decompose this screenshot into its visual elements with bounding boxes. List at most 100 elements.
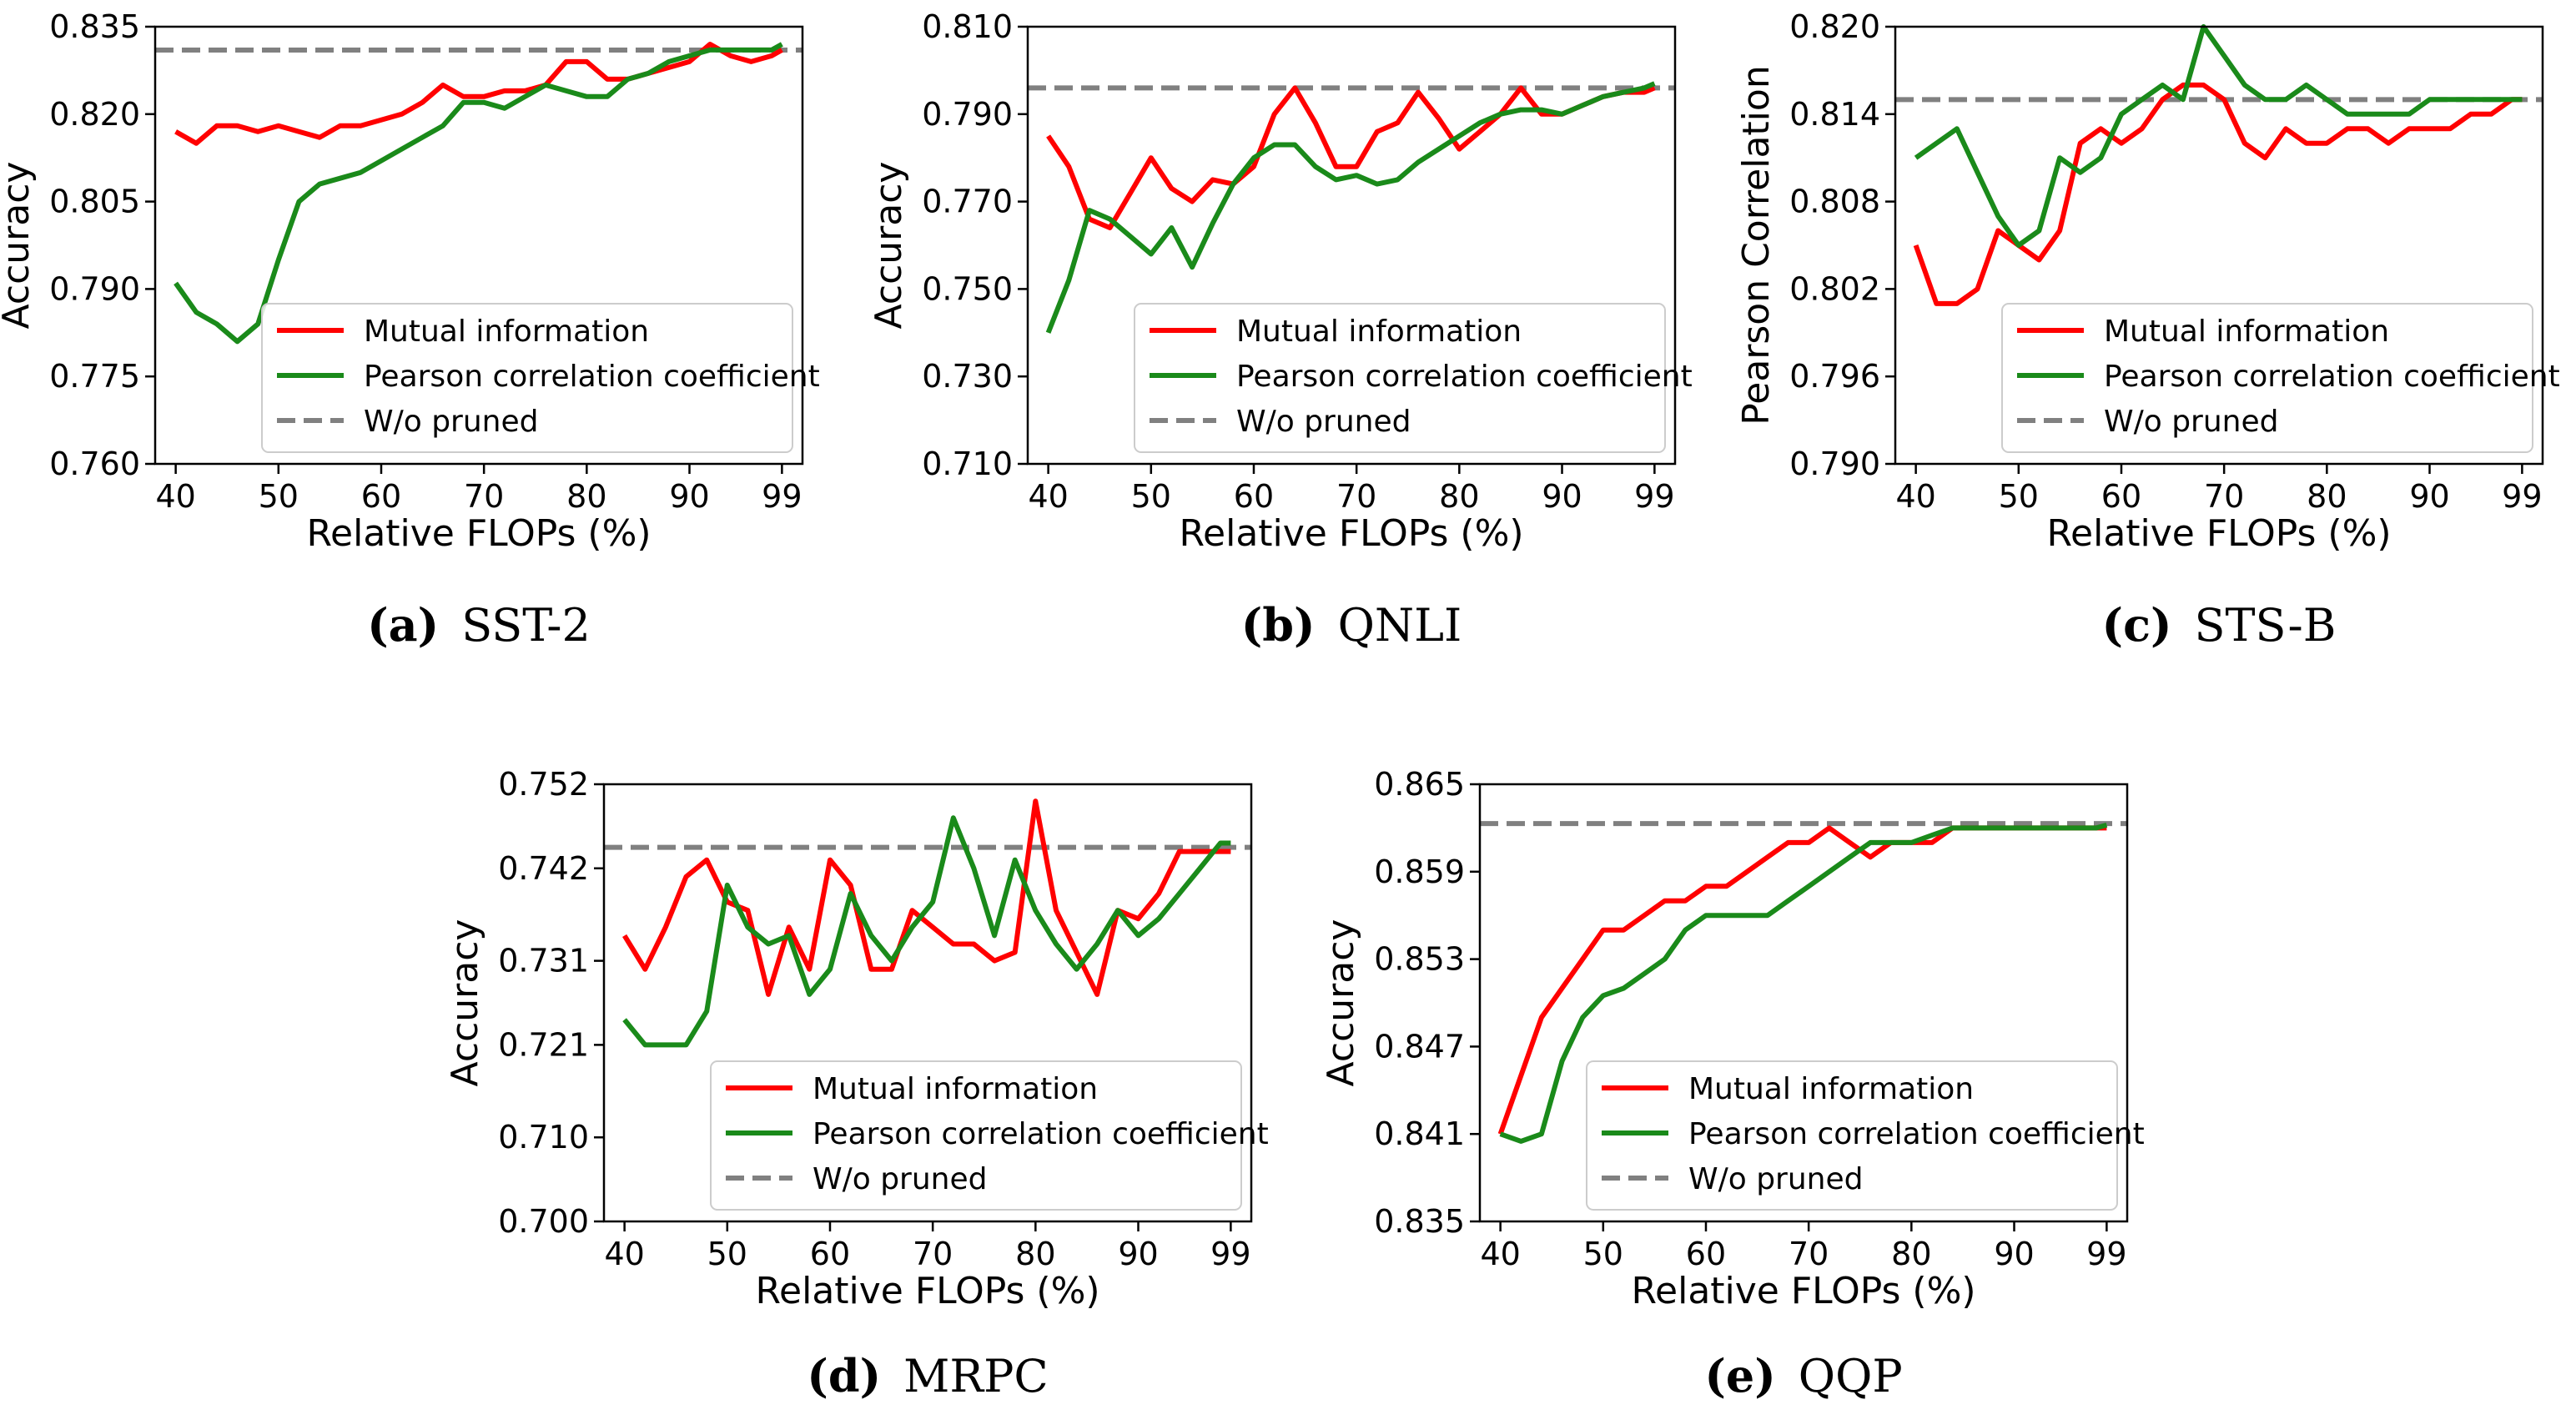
series-line-pcc (1914, 24, 2523, 248)
y-tick-label: 0.790 (1789, 446, 1880, 482)
legend-label-mi: Mutual information (1236, 315, 1522, 349)
series-line-pcc (622, 815, 1231, 1048)
y-tick-label: 0.847 (1374, 1028, 1465, 1065)
chart-e: 40 50 60 70 80 90 99 0.835 0.841 0.847 0.853 0.859 0… (1320, 766, 2145, 1402)
caption-spacer (439, 599, 461, 652)
x-tick-label: 90 (2409, 478, 2449, 515)
caption-dataset: QQP (1799, 1350, 1903, 1402)
legend-label-mi: Mutual information (2104, 315, 2389, 349)
x-tick-label: 40 (155, 478, 195, 515)
legend-label-baseline: W/o pruned (2104, 405, 2278, 439)
y-tick-label: 0.841 (1374, 1115, 1465, 1152)
chart-caption: (d) MRPC (807, 1349, 1048, 1402)
y-tick-label: 0.742 (498, 850, 589, 887)
series-line-pcc (1499, 823, 2108, 1144)
chart-d: 40 50 60 70 80 90 99 0.700 0.710 0.721 0.731 0.742 0… (444, 766, 1269, 1402)
y-tick-label: 0.750 (922, 270, 1013, 307)
y-tick-label: 0.835 (49, 8, 140, 45)
x-tick-label: 40 (1480, 1236, 1520, 1272)
series-line-mi (622, 798, 1231, 997)
y-tick-label: 0.835 (1374, 1203, 1465, 1240)
chart-caption: (b) QNLI (1241, 598, 1462, 652)
series-line-mi (1046, 85, 1656, 230)
x-tick-label: 90 (669, 478, 709, 515)
legend-frame (261, 303, 793, 453)
y-axis-label: Accuracy (1320, 919, 1362, 1087)
x-tick-label: 50 (707, 1236, 747, 1272)
legend-label-pcc: Pearson correlation coefficient (813, 1117, 1269, 1151)
caption-dataset: MRPC (903, 1350, 1049, 1402)
y-tick-label: 0.721 (498, 1026, 589, 1063)
y-tick-label: 0.853 (1374, 941, 1465, 978)
y-axis-label: Accuracy (444, 919, 486, 1087)
y-tick-label: 0.731 (498, 943, 589, 979)
legend: Mutual information Pearson correlation co… (261, 303, 820, 453)
chart-c: 40 50 60 70 80 90 99 0.790 0.796 0.802 0.808 0.814 0… (1735, 8, 2560, 652)
y-tick-label: 0.710 (498, 1119, 589, 1156)
x-tick-label: 60 (810, 1236, 850, 1272)
series-line-mi (174, 42, 783, 146)
x-tick-label: 50 (1999, 478, 2039, 515)
y-tick-label: 0.810 (922, 8, 1013, 45)
legend: Mutual information Pearson correlation co… (1134, 303, 1693, 453)
legend-label-mi: Mutual information (1688, 1072, 1974, 1106)
y-axis-label: Pearson Correlation (1735, 65, 1778, 425)
x-tick-label: 90 (1118, 1236, 1158, 1272)
legend-label-pcc: Pearson correlation coefficient (2104, 360, 2560, 394)
caption-letter: (a) (367, 598, 439, 652)
x-tick-label: 80 (566, 478, 606, 515)
caption-letter: (e) (1704, 1349, 1775, 1402)
legend: Mutual information Pearson correlation co… (710, 1060, 1269, 1211)
x-tick-label: 80 (1015, 1236, 1055, 1272)
legend-label-mi: Mutual information (364, 315, 649, 349)
y-tick-label: 0.865 (1374, 766, 1465, 803)
y-tick-label: 0.805 (49, 184, 140, 220)
legend: Mutual information Pearson correlation co… (2001, 303, 2560, 453)
x-axis-label: Relative FLOPs (%) (1179, 512, 1523, 555)
legend-label-mi: Mutual information (813, 1072, 1098, 1106)
y-tick-label: 0.859 (1374, 853, 1465, 890)
x-tick-label: 99 (762, 478, 802, 515)
chart-b: 40 50 60 70 80 90 99 0.710 0.730 0.750 0.770 0.790 0… (868, 8, 1693, 652)
caption-letter: (d) (807, 1349, 881, 1402)
x-tick-label: 80 (1439, 478, 1479, 515)
x-tick-label: 40 (1895, 478, 1935, 515)
legend-label-baseline: W/o pruned (364, 405, 538, 439)
legend-label-baseline: W/o pruned (813, 1162, 987, 1196)
legend-frame (2001, 303, 2533, 453)
y-tick-label: 0.760 (49, 446, 140, 482)
y-tick-label: 0.770 (922, 184, 1013, 220)
y-tick-label: 0.820 (1789, 8, 1880, 45)
x-tick-label: 60 (361, 478, 401, 515)
plot-frame (1478, 783, 2129, 1223)
plot-frame (1894, 25, 2544, 466)
legend-label-pcc: Pearson correlation coefficient (364, 360, 820, 394)
y-tick-label: 0.796 (1789, 358, 1880, 395)
caption-dataset: QNLI (1338, 599, 1462, 652)
x-tick-label: 70 (1336, 478, 1376, 515)
x-axis-label: Relative FLOPs (%) (2046, 512, 2391, 555)
x-tick-label: 70 (2204, 478, 2244, 515)
y-tick-label: 0.710 (922, 446, 1013, 482)
x-tick-label: 50 (259, 478, 299, 515)
x-tick-label: 80 (2307, 478, 2347, 515)
y-tick-label: 0.814 (1789, 96, 1880, 133)
x-tick-label: 99 (2086, 1236, 2126, 1272)
y-tick-label: 0.730 (922, 358, 1013, 395)
plot-frame (1026, 25, 1677, 466)
y-tick-label: 0.802 (1789, 270, 1880, 307)
legend-label-pcc: Pearson correlation coefficient (1688, 1117, 2145, 1151)
x-tick-label: 50 (1131, 478, 1171, 515)
x-tick-label: 80 (1891, 1236, 1931, 1272)
x-tick-label: 99 (1210, 1236, 1250, 1272)
legend: Mutual information Pearson correlation co… (1586, 1060, 2145, 1211)
x-tick-label: 70 (1789, 1236, 1829, 1272)
x-tick-label: 99 (2502, 478, 2542, 515)
caption-dataset: STS-B (2195, 599, 2337, 652)
caption-letter: (c) (2102, 598, 2172, 652)
x-axis-label: Relative FLOPs (%) (755, 1270, 1099, 1312)
y-axis-label: Accuracy (868, 162, 910, 330)
x-tick-label: 50 (1583, 1236, 1623, 1272)
x-tick-label: 60 (1234, 478, 1274, 515)
caption-letter: (b) (1241, 598, 1316, 652)
